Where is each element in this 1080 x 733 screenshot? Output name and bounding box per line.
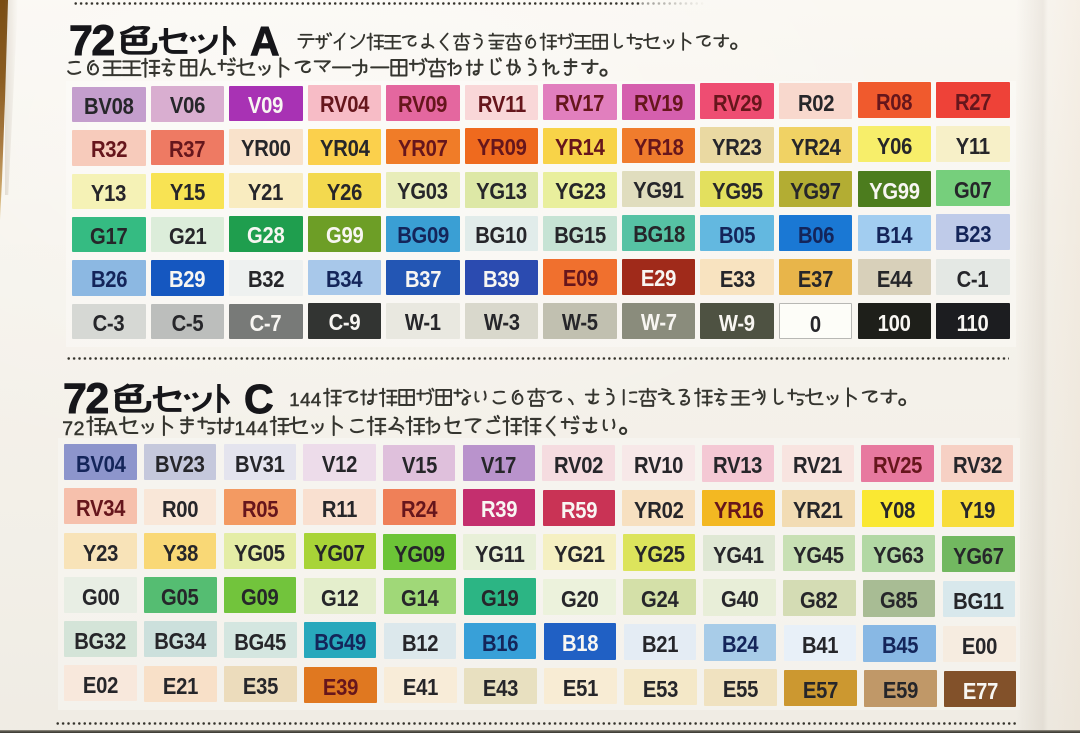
svg-text:4: 4 bbox=[300, 389, 310, 410]
svg-text:4: 4 bbox=[246, 418, 257, 440]
svg-text:A: A bbox=[250, 18, 280, 64]
svg-text:7: 7 bbox=[62, 418, 73, 440]
svg-text:1: 1 bbox=[289, 389, 299, 410]
svg-text:72: 72 bbox=[63, 375, 108, 423]
svg-text:72: 72 bbox=[69, 17, 114, 65]
svg-text:C: C bbox=[244, 376, 274, 422]
svg-text:1: 1 bbox=[234, 418, 245, 440]
svg-text:2: 2 bbox=[74, 418, 85, 440]
svg-text:A: A bbox=[104, 418, 117, 440]
svg-text:4: 4 bbox=[311, 389, 321, 410]
svg-text:4: 4 bbox=[257, 418, 268, 440]
